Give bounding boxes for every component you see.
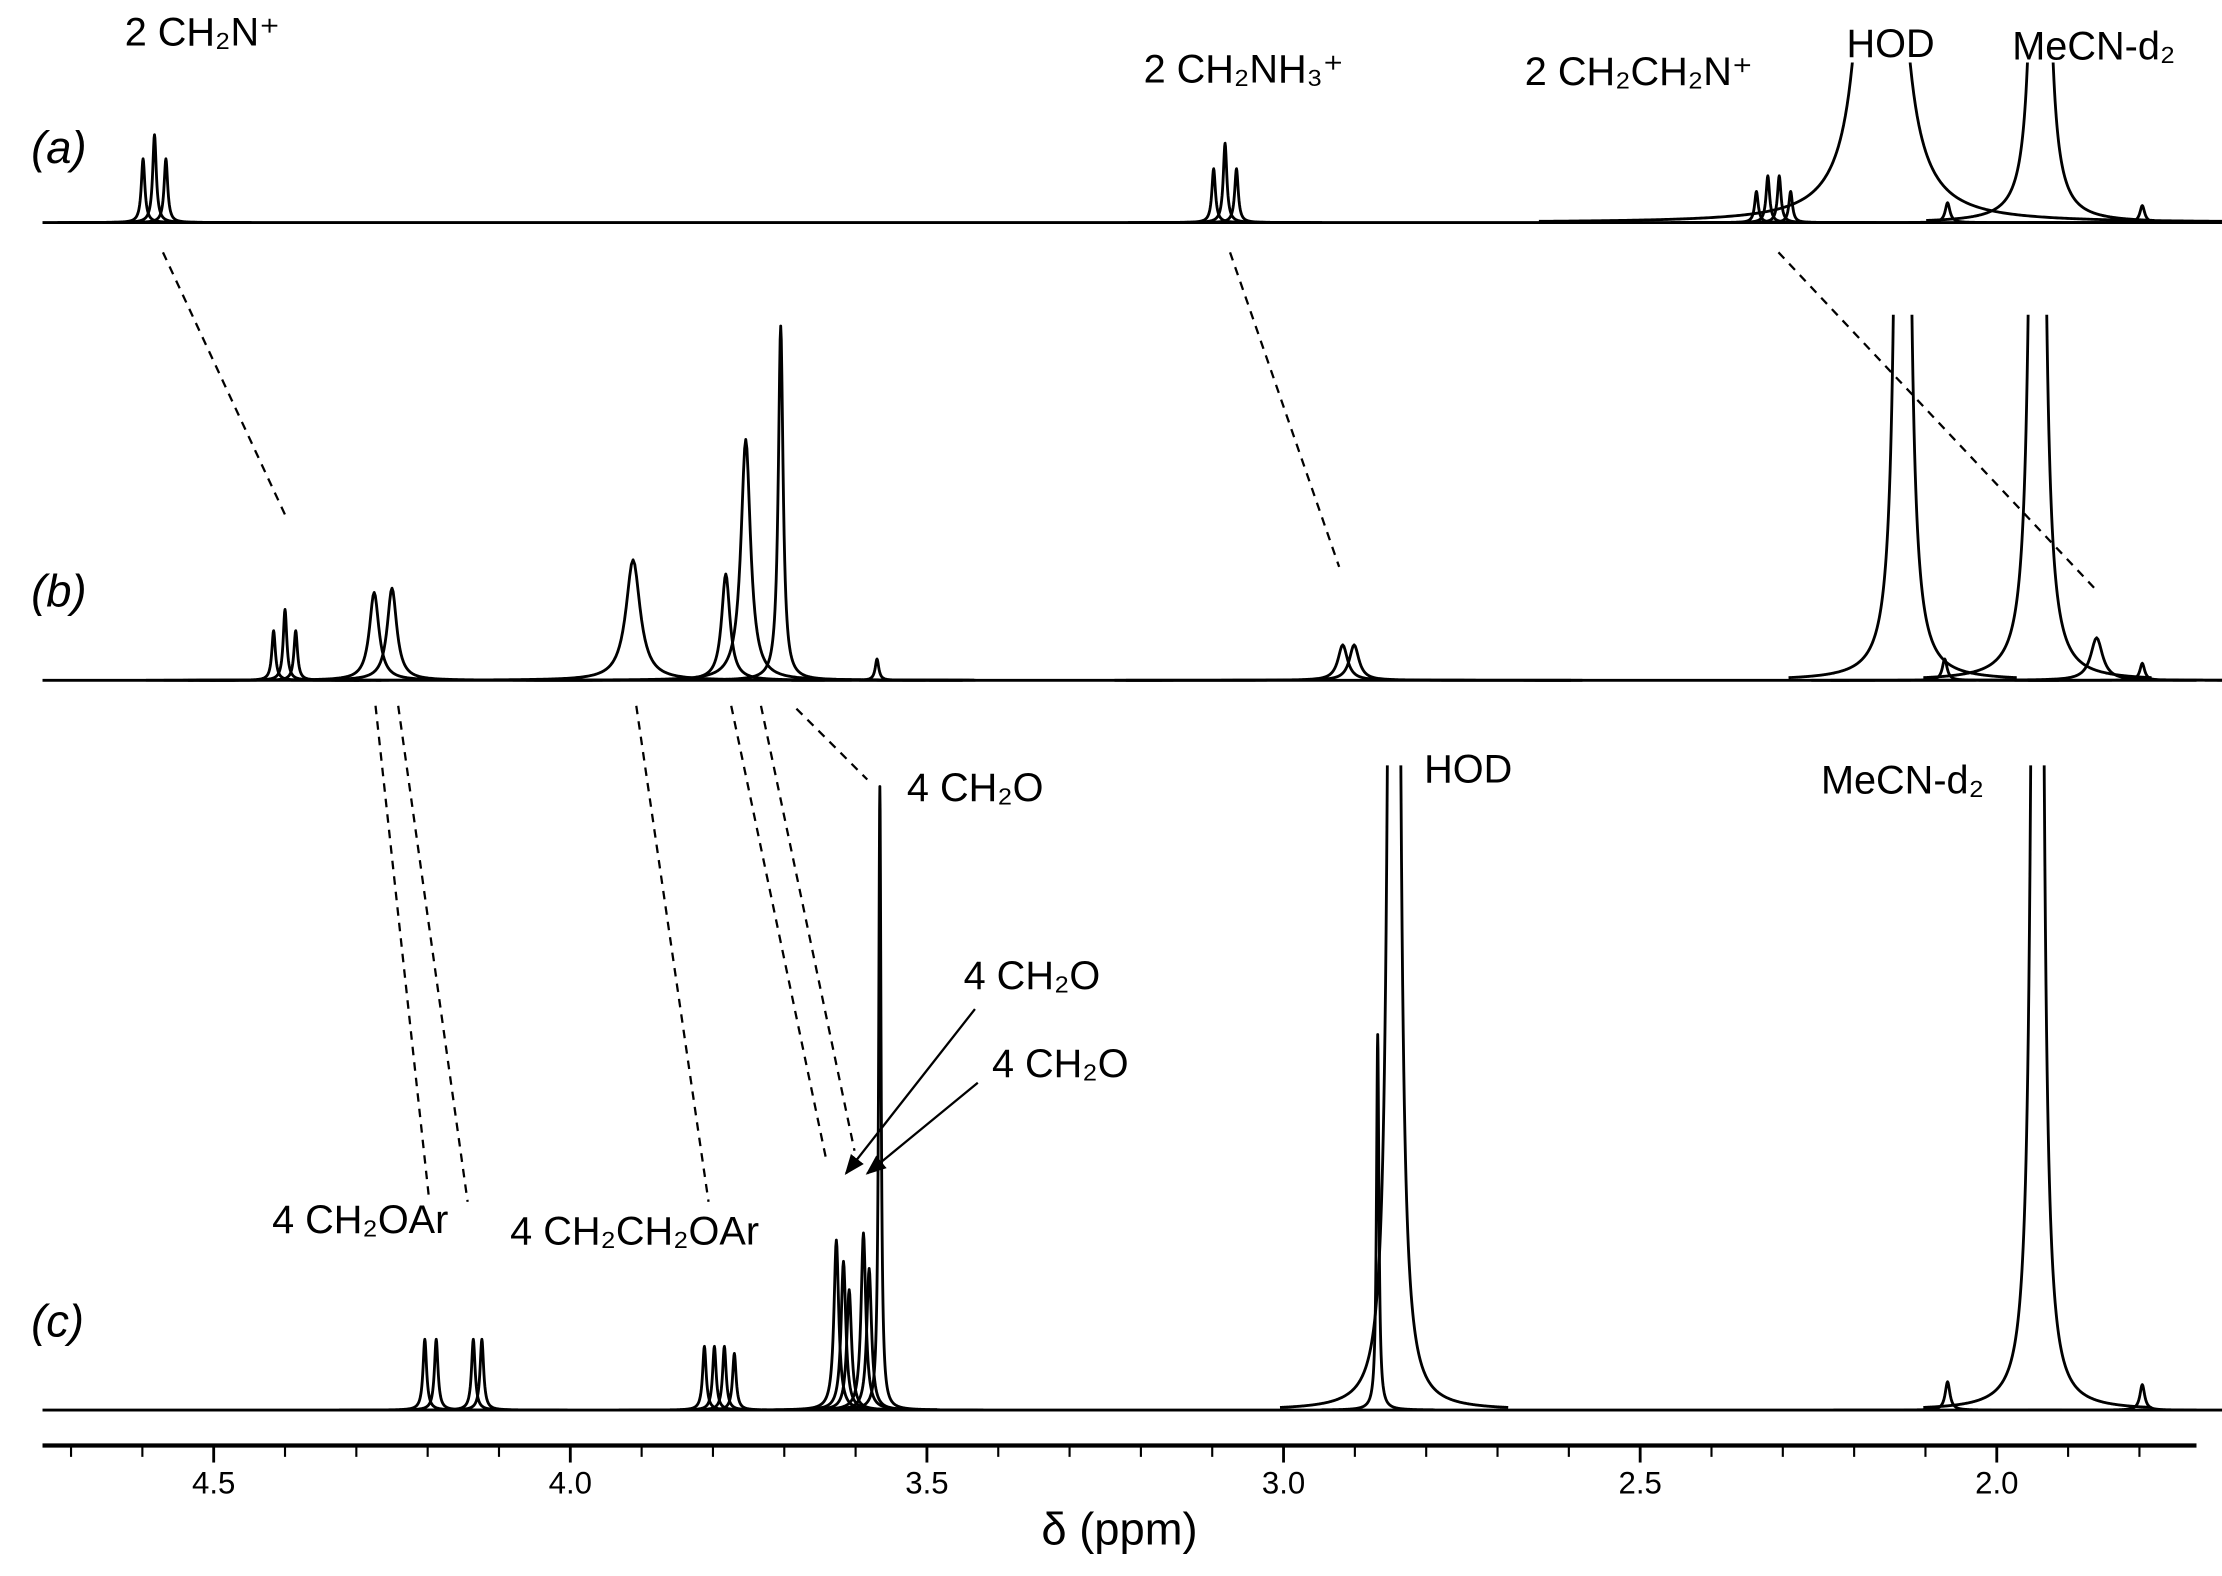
peak [349,1337,523,1412]
peak [1319,1033,1436,1412]
peak-annotation: 4 CH₂O [992,1042,1129,1086]
spectrum [42,314,2222,682]
x-tick-label: 3.5 [905,1466,948,1501]
peak [1681,174,1855,224]
x-axis-title: δ (ppm) [1041,1504,1197,1555]
correlation-lines [161,251,2096,1202]
trace-label: (a) [31,122,86,173]
peak [1127,167,1301,224]
peak [665,324,896,682]
peak [790,657,964,682]
peak [637,1344,811,1412]
dashed-line [759,705,856,1152]
peak [2027,204,2222,224]
peak [290,558,976,682]
peak [1125,643,1583,682]
peak [145,591,603,682]
dashed-line [1777,251,2096,589]
x-tick-label: 3.0 [1262,1466,1305,1501]
peak [187,629,361,682]
dashed-line [397,705,469,1202]
peak [617,1344,791,1412]
x-tick-label: 2.5 [1619,1466,1662,1501]
peak-annotation: 4 CH₂O [964,954,1101,998]
peak [754,1266,985,1412]
dashed-line [161,251,288,518]
peak [627,1344,801,1412]
peak [1538,62,2222,223]
dashed-line [730,705,828,1160]
peak [67,133,242,224]
peak [517,437,975,682]
peak [1787,314,2018,680]
peak-annotation: 2 CH₂NH₃⁺ [1144,47,1344,91]
peak [163,586,621,682]
peak [2027,661,2222,682]
dashed-line [374,705,431,1202]
peak [1149,167,1324,224]
peak [1922,314,2153,680]
peak-annotation: 4 CH₂CH₂OAr [510,1209,759,1253]
peak-annotation: HOD [1846,22,1934,66]
peak [734,1288,965,1412]
peak [1704,189,1878,224]
peak [386,1337,560,1412]
peak-annotation: 2 CH₂N⁺ [125,10,280,54]
dashed-line [1228,251,1341,568]
peak-annotation: 4 CH₂O [907,766,1044,810]
peak [395,1337,569,1412]
peak [821,785,939,1412]
x-tick-label: 2.0 [1975,1466,2018,1501]
arrows [844,1008,979,1176]
arrow [865,1081,979,1175]
spectrum [42,62,2222,224]
peak [1925,62,2156,222]
peak [2027,1383,2222,1412]
peak-annotation: 4 CH₂OAr [272,1198,448,1242]
peak [1279,765,1510,1409]
peak [647,1352,821,1412]
dashed-line [635,705,710,1202]
peak [1138,141,1312,224]
x-tick-label: 4.0 [549,1466,592,1501]
peak-annotation: HOD [1424,747,1512,791]
peak-annotation: MeCN-d₂ [2012,25,2175,69]
peak [79,157,253,224]
trace-label: (b) [31,566,86,617]
peak [1922,765,2153,1409]
peak [1811,636,2222,682]
peak [1692,174,1866,224]
peak-annotation: MeCN-d₂ [1821,759,1984,803]
peak [1832,1380,2063,1412]
arrow [844,1008,976,1176]
spectrum [42,765,2222,1412]
peak [198,608,372,682]
dashed-line [795,707,869,781]
trace-label: (c) [31,1295,84,1346]
peak-annotation: 2 CH₂CH₂N⁺ [1525,50,1753,94]
peak [1832,201,2063,224]
x-tick-label: 4.5 [192,1466,235,1501]
